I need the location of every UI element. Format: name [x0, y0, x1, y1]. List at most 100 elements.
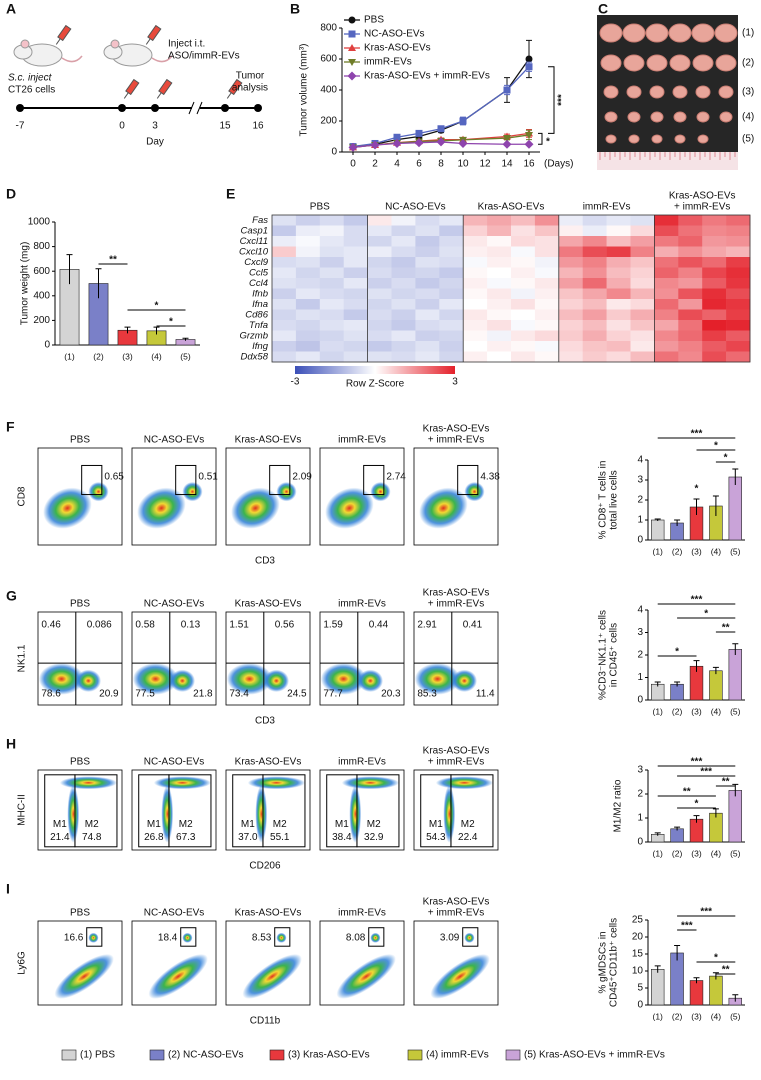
heatmap-cell	[391, 246, 416, 258]
error-bar	[712, 495, 719, 516]
heatmap-cell	[319, 246, 344, 258]
flow-title: NC-ASO-EVs	[144, 757, 205, 768]
gate-name: M1	[335, 819, 349, 830]
x-tick-label: (3)	[122, 351, 133, 361]
gate	[274, 927, 291, 947]
heatmap-cell	[295, 309, 321, 321]
flow-title: + immR-EVs	[428, 435, 484, 446]
heatmap-cell	[343, 320, 368, 331]
heatmap-cell	[534, 341, 560, 352]
tumor	[605, 134, 617, 144]
heatmap-cell	[726, 225, 751, 237]
y-tick-label: 1	[637, 515, 643, 526]
tumor	[603, 85, 619, 99]
gate-value: 77.7	[323, 688, 343, 699]
density-cloud	[169, 669, 195, 692]
error-bar	[693, 815, 700, 823]
data-point	[415, 129, 423, 137]
heatmap-cell	[582, 246, 607, 258]
tumor	[622, 23, 646, 43]
gate-value: 74.8	[82, 832, 102, 843]
gene-label: Ifnb	[252, 288, 268, 299]
x-axis-label: (Days)	[544, 159, 573, 170]
panel-label: H	[6, 736, 16, 752]
legend-marker	[348, 59, 356, 66]
syringe	[158, 78, 173, 96]
gate-value: 8.08	[346, 932, 366, 943]
bar	[670, 683, 684, 701]
heatmap-cell	[272, 225, 297, 237]
annotation: Tumor	[236, 71, 265, 82]
heatmap-cell	[439, 299, 464, 310]
heatmap-cell	[606, 309, 631, 321]
heatmap-cell	[343, 288, 368, 300]
heatmap-cell	[343, 278, 368, 289]
heatmap-cell	[630, 215, 655, 226]
flow-y-label: Ly6G	[17, 951, 28, 975]
heatmap-cell	[558, 299, 583, 310]
flow-title: immR-EVs	[338, 757, 386, 768]
significance: *	[714, 441, 718, 452]
syringe-needle	[226, 92, 232, 99]
bar	[728, 649, 743, 701]
annotation: analysis	[232, 83, 268, 94]
heatmap-border	[271, 214, 751, 363]
data-point	[414, 138, 424, 148]
heatmap-cell	[558, 278, 583, 289]
group-label: PBS	[310, 202, 330, 213]
bar	[650, 968, 665, 1006]
gate-value: 22.4	[458, 832, 478, 843]
error-bar	[732, 643, 739, 655]
tumor	[715, 54, 737, 72]
heatmap-cell	[295, 341, 321, 352]
heatmap-cell	[487, 267, 512, 279]
heatmap-cell	[654, 320, 679, 331]
data-point	[525, 55, 533, 63]
gate-value: 0.13	[181, 620, 201, 631]
y-axis-label: %CD3⁻NK1.1⁺ cells	[598, 610, 609, 700]
error-bar	[712, 666, 719, 675]
heatmap-cell	[534, 267, 560, 279]
heatmap-cell	[272, 215, 297, 226]
density-cloud	[242, 954, 302, 999]
heatmap-cell	[534, 225, 560, 237]
x-tick-label: 12	[479, 159, 491, 170]
density-cloud	[325, 487, 374, 529]
y-axis-label: M1/M2 ratio	[613, 779, 624, 832]
heatmap-cell	[391, 341, 416, 352]
row-label: (4)	[742, 112, 754, 123]
mouse-ear	[110, 39, 120, 49]
heatmap-cell	[606, 288, 631, 300]
x-tick-label: 8	[438, 159, 444, 170]
x-tick-label: 14	[501, 159, 513, 170]
ruler	[597, 152, 738, 170]
bar	[670, 952, 684, 1006]
group-label: Kras-ASO-EVs	[669, 191, 736, 202]
y-axis-label: % CD8⁺ T cells in	[598, 461, 609, 540]
legend-label: (2) NC-ASO-EVs	[168, 1050, 244, 1061]
heatmap-cell	[463, 341, 488, 352]
tumor	[626, 85, 642, 99]
heatmap-cell	[726, 341, 751, 352]
density-cloud	[59, 776, 117, 790]
legend-swatch	[407, 1049, 423, 1061]
heatmap-cell	[463, 267, 488, 279]
heatmap-cell	[272, 299, 297, 310]
gate-value: 0.51	[198, 472, 218, 483]
data-point	[502, 139, 512, 149]
flow-x-label: CD11b	[250, 1016, 281, 1027]
axis-break	[188, 101, 203, 115]
heatmap-cell	[415, 225, 440, 237]
gene-label: Fas	[252, 215, 268, 226]
heatmap-cell	[415, 267, 440, 279]
heatmap-cell	[463, 299, 488, 310]
heatmap-cell	[630, 236, 655, 247]
density-cloud	[182, 932, 193, 943]
syringe	[147, 24, 162, 42]
density-cloud	[231, 487, 280, 529]
heatmap-cell	[415, 257, 440, 268]
tumor	[599, 23, 623, 43]
heatmap-cell	[511, 236, 536, 247]
y-tick-label: 4	[637, 605, 643, 616]
annotation: CT26 cells	[8, 85, 55, 96]
